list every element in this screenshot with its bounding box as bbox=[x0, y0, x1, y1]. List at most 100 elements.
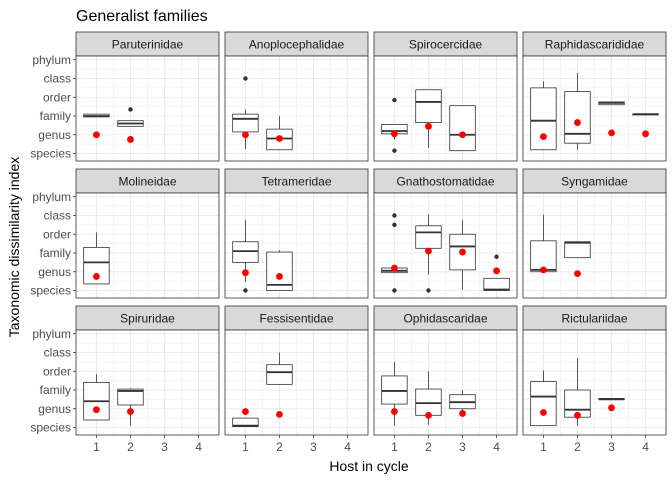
mean-point bbox=[425, 411, 432, 419]
outlier-point bbox=[392, 213, 397, 218]
y-tick-label: species bbox=[30, 421, 71, 435]
facet-strip bbox=[224, 168, 369, 194]
box bbox=[449, 105, 476, 152]
outlier-point bbox=[426, 288, 431, 293]
facet-strip-label: Fessisentidae bbox=[259, 312, 333, 326]
mean-point bbox=[391, 264, 398, 272]
box bbox=[232, 113, 259, 133]
x-tick-label: 3 bbox=[310, 440, 317, 454]
facet-strip-label: Syngamidae bbox=[561, 175, 628, 189]
facet-strip bbox=[522, 305, 667, 331]
mean-point bbox=[93, 131, 100, 139]
y-tick-label: phylum bbox=[32, 53, 71, 67]
x-tick-label: 1 bbox=[93, 440, 100, 454]
facet-panel: Anoplocephalidae bbox=[224, 31, 369, 162]
outlier-point bbox=[392, 97, 397, 103]
box bbox=[232, 417, 259, 427]
y-tick-label: phylum bbox=[32, 327, 71, 341]
outlier-point bbox=[494, 254, 499, 259]
y-tick-label: family bbox=[40, 246, 71, 260]
facet-strip-label: Paruterinidae bbox=[112, 38, 184, 52]
x-axis-title: Host in cycle bbox=[329, 458, 409, 474]
y-tick-label: class bbox=[44, 346, 71, 360]
mean-point bbox=[127, 136, 134, 143]
panel-border bbox=[522, 55, 667, 162]
panel-border bbox=[75, 55, 220, 162]
y-tick-label: genus bbox=[38, 128, 71, 142]
x-tick-label: 2 bbox=[425, 440, 432, 454]
y-tick-label: order bbox=[43, 90, 71, 104]
mean-point bbox=[459, 131, 466, 139]
y-tick-label: class bbox=[44, 209, 71, 223]
y-tick-label: genus bbox=[38, 402, 71, 416]
box bbox=[483, 277, 510, 291]
facet-strip bbox=[522, 168, 667, 194]
x-tick-label: 1 bbox=[391, 440, 398, 454]
panel-border bbox=[75, 192, 220, 299]
panel-border bbox=[224, 192, 369, 299]
x-tick-label: 1 bbox=[242, 440, 249, 454]
outlier-point bbox=[243, 76, 248, 81]
facet-strip-label: Spirocercidae bbox=[409, 38, 483, 52]
mean-point bbox=[425, 247, 432, 255]
mean-point bbox=[276, 135, 283, 142]
box bbox=[266, 364, 293, 385]
facet-strip bbox=[75, 305, 220, 331]
facet-panel: Spiruridae species genus family order class ph… bbox=[30, 305, 220, 454]
mean-point bbox=[127, 408, 134, 415]
y-tick-label: order bbox=[43, 227, 71, 241]
outlier-point bbox=[392, 148, 397, 153]
facet-strip bbox=[75, 31, 220, 57]
x-tick-label: 4 bbox=[493, 440, 500, 454]
mean-point bbox=[574, 270, 581, 278]
facet-strip bbox=[373, 168, 518, 194]
facet-panel: Spirocercidae bbox=[373, 31, 518, 162]
facet-strip-label: Gnathostomatidae bbox=[396, 175, 494, 189]
mean-point bbox=[540, 409, 547, 416]
chart-title: Generalist families bbox=[76, 8, 208, 25]
panel-border bbox=[224, 329, 369, 436]
mean-point bbox=[459, 248, 466, 256]
x-tick-label: 2 bbox=[127, 440, 134, 454]
y-tick-label: phylum bbox=[32, 190, 71, 204]
panel-border bbox=[373, 192, 518, 299]
y-tick-label: genus bbox=[38, 265, 71, 279]
facet-strip-label: Tetrameridae bbox=[261, 175, 331, 189]
facet-panel: Syngamidae bbox=[522, 168, 667, 299]
mean-point bbox=[459, 410, 466, 417]
facet-panel: Gnathostomatidae bbox=[373, 168, 518, 299]
mean-point bbox=[93, 406, 100, 414]
mean-point bbox=[540, 266, 547, 274]
y-tick-label: order bbox=[43, 364, 71, 378]
mean-point bbox=[391, 130, 398, 138]
mean-point bbox=[493, 267, 500, 275]
mean-point bbox=[242, 408, 249, 415]
outlier-point bbox=[243, 288, 248, 293]
y-tick-label: family bbox=[40, 383, 71, 397]
mean-point bbox=[276, 273, 283, 280]
y-tick-label: family bbox=[40, 109, 71, 123]
box bbox=[415, 89, 442, 123]
x-tick-label: 3 bbox=[459, 440, 466, 454]
mean-point bbox=[242, 131, 249, 139]
y-tick-label: species bbox=[30, 147, 71, 161]
panel-border bbox=[224, 55, 369, 162]
x-tick-label: 3 bbox=[161, 440, 168, 454]
mean-point bbox=[93, 273, 100, 280]
box bbox=[564, 91, 591, 144]
x-tick-label: 4 bbox=[344, 440, 351, 454]
mean-point bbox=[276, 410, 283, 418]
x-tick-label: 4 bbox=[642, 440, 649, 454]
panel-border bbox=[373, 55, 518, 162]
x-tick-label: 3 bbox=[608, 440, 615, 454]
mean-point bbox=[574, 411, 581, 419]
box bbox=[530, 87, 557, 151]
outlier-point bbox=[392, 288, 397, 293]
facet-strip bbox=[224, 305, 369, 331]
mean-point bbox=[425, 122, 432, 130]
facet-panel: Raphidascarididae bbox=[522, 31, 667, 162]
outlier-point bbox=[128, 107, 133, 112]
facet-strip-label: Raphidascarididae bbox=[545, 38, 645, 52]
y-tick-label: species bbox=[30, 284, 71, 298]
